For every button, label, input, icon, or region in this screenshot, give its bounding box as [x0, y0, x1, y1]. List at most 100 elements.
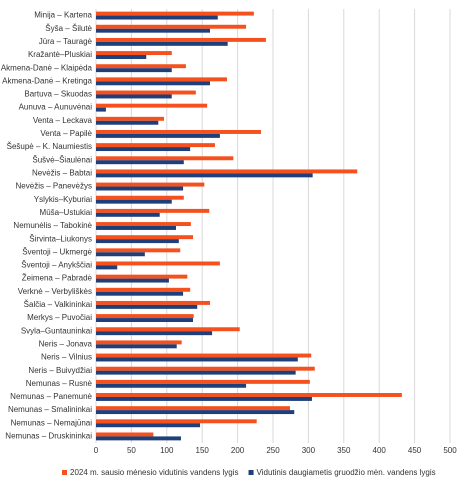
y-tick-label: Venta – Papilė: [40, 129, 92, 138]
bar: [96, 156, 234, 161]
bar: [96, 252, 145, 257]
bar: [96, 77, 227, 82]
bar: [96, 120, 159, 125]
y-tick-label: Šventoji – Anykščiai: [21, 261, 92, 270]
bar: [96, 331, 213, 336]
bar: [96, 393, 402, 397]
y-tick-label: Nemunas – Smalininkai: [8, 405, 92, 414]
bar: [96, 182, 205, 187]
bar: [96, 239, 179, 244]
bar: [96, 300, 210, 305]
bar: [96, 287, 191, 292]
bar: [96, 64, 186, 69]
y-tick-label: Nevėžis – Panevėžys: [16, 182, 92, 191]
bar: [96, 406, 290, 411]
y-tick-label: Šalčia – Valkininkai: [24, 300, 93, 309]
bar: [96, 291, 184, 296]
y-tick-label: Nemunas – Druskininkai: [5, 432, 92, 441]
bar: [96, 15, 218, 20]
bar: [96, 344, 177, 349]
bar: [96, 248, 181, 253]
y-tick-label: Nemunas – Nemajūnai: [11, 418, 93, 427]
bar: [96, 51, 172, 56]
legend-swatch: [62, 470, 67, 475]
x-tick-label: 350: [337, 446, 351, 455]
bar: [96, 55, 147, 59]
x-tick-label: 0: [94, 446, 99, 455]
bar: [96, 314, 194, 319]
bar: [96, 143, 215, 148]
x-tick-label: 100: [160, 446, 174, 455]
bar: [96, 129, 261, 134]
y-tick-label: Šventoji – Ukmergė: [22, 247, 92, 256]
bar: [96, 208, 210, 213]
y-tick-label: Nemunas – Panemunė: [10, 392, 92, 401]
y-tick-label: Mūša–Ustukiai: [40, 208, 93, 217]
bar: [96, 68, 172, 73]
bar: [96, 28, 210, 33]
y-tick-label: Širvinta–Liukonys: [29, 234, 92, 243]
bar: [96, 24, 247, 29]
bar: [96, 383, 247, 388]
legend-label: Vidutinis daugiametis gruodžio mėn. vand…: [257, 468, 436, 477]
y-tick-label: Yslykis–Kyburiai: [34, 195, 92, 204]
y-tick-label: Neris – Buivydžiai: [28, 366, 92, 375]
bar: [96, 147, 191, 152]
bar: [96, 274, 188, 279]
y-tick-label: Nevėžis – Babtai: [32, 169, 92, 178]
bar: [96, 327, 240, 332]
x-tick-label: 50: [127, 446, 136, 455]
bar: [96, 436, 181, 441]
x-tick-label: 200: [231, 446, 245, 455]
bar: [96, 11, 254, 16]
bar: [96, 173, 313, 178]
y-tick-label: Merkys – Puvočiai: [27, 313, 92, 322]
x-tick-label: 450: [408, 446, 422, 455]
bar: [96, 304, 198, 309]
y-tick-label: Akmena-Danė – Kretinga: [2, 76, 92, 85]
bar: [96, 195, 184, 200]
x-tick-label: 500: [443, 446, 457, 455]
bar: [96, 366, 315, 371]
bar: [96, 410, 295, 415]
bar: [96, 116, 164, 121]
bar: [96, 357, 298, 362]
legend-swatch: [248, 470, 254, 475]
bar: [96, 396, 312, 401]
x-tick-label: 150: [196, 446, 210, 455]
bar: [96, 432, 154, 437]
bar: [96, 340, 182, 345]
y-tick-label: Neris – Vilnius: [41, 353, 92, 362]
y-tick-label: Svyla–Guntauninkai: [21, 326, 92, 335]
y-tick-label: Kražantė–Pluskiai: [28, 50, 92, 59]
y-tick-label: Bartuva – Skuodas: [24, 90, 92, 99]
bar: [96, 370, 296, 375]
bar: [96, 318, 193, 323]
bar: [96, 265, 118, 270]
y-tick-label: Aunuva – Aunuvėnai: [19, 103, 93, 112]
bar: [96, 212, 160, 217]
y-tick-label: Šušvė–Šiaulėnai: [32, 155, 92, 164]
x-tick-label: 250: [266, 446, 280, 455]
y-tick-label: Minija – Kartena: [34, 11, 92, 20]
bar: [96, 160, 184, 165]
x-tick-label: 300: [302, 446, 316, 455]
bar: [96, 278, 169, 283]
y-tick-label: Akmena-Danė – Klaipėda: [1, 63, 93, 72]
bar: [96, 90, 196, 95]
bar: [96, 169, 358, 174]
bar: [96, 222, 191, 226]
y-tick-label: Neris – Jonava: [39, 339, 93, 348]
bar: [96, 37, 266, 42]
x-tick-label: 400: [373, 446, 387, 455]
bar: [96, 199, 172, 204]
y-tick-label: Venta – Leckava: [33, 116, 93, 125]
bar: [96, 133, 220, 138]
bar: [96, 379, 310, 384]
y-tick-label: Verknė – Verbyliškės: [18, 287, 92, 296]
bar: [96, 423, 201, 428]
bar: [96, 81, 210, 86]
bar: [96, 107, 106, 112]
legend-label: 2024 m. sausio mėnesio vidutinis vandens…: [70, 468, 239, 477]
